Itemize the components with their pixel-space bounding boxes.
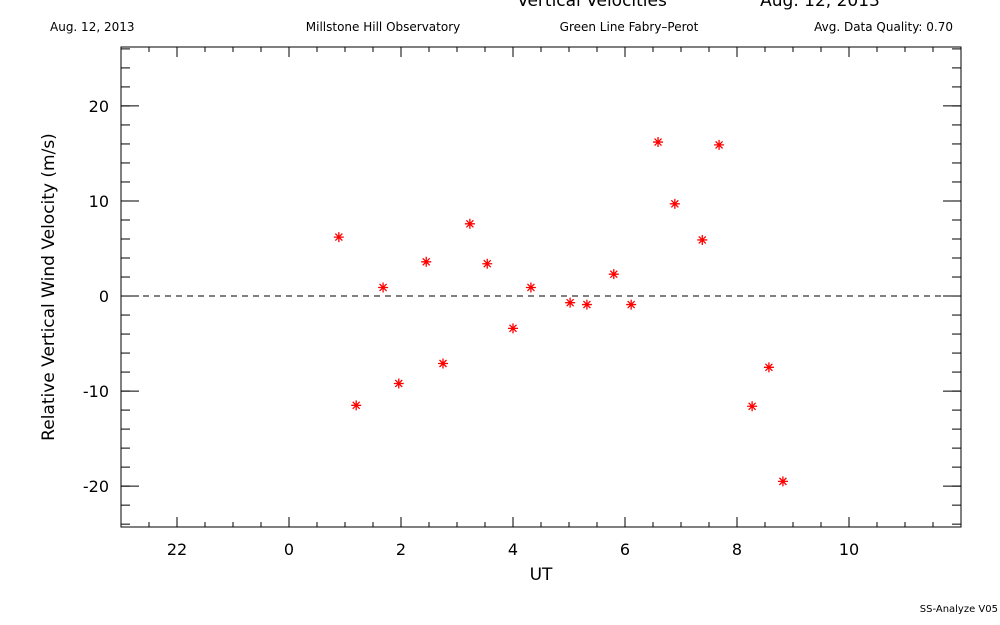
x-tick-label: 6	[620, 540, 630, 559]
point	[581, 299, 592, 310]
observatory: Millstone Hill Observatory	[306, 20, 460, 34]
point	[378, 282, 389, 293]
date: Aug. 12, 2013	[50, 20, 135, 34]
x-tick-label: 8	[732, 540, 742, 559]
point	[333, 232, 344, 243]
chart-title: Vertical Velocities	[517, 0, 667, 11]
point	[351, 400, 362, 411]
x-tick-label: 22	[167, 540, 187, 559]
point	[777, 476, 788, 487]
y-tick-label: 20	[89, 97, 109, 116]
point	[482, 258, 493, 269]
x-tick-label: 10	[839, 540, 859, 559]
point	[438, 358, 448, 369]
y-axis-label: Relative Vertical Wind Velocity (m/s)	[39, 133, 59, 441]
point	[421, 256, 432, 267]
point	[565, 297, 576, 308]
point	[669, 198, 680, 209]
quality: Avg. Data Quality: 0.70	[814, 20, 953, 34]
x-tick-label: 2	[396, 540, 406, 559]
point	[714, 139, 725, 150]
point	[464, 218, 475, 229]
x-axis-label: UT	[530, 565, 553, 585]
title-date: Aug. 12, 2013	[760, 0, 880, 11]
x-tick-label: 4	[508, 540, 518, 559]
point	[508, 323, 518, 334]
point	[697, 234, 708, 245]
point	[747, 401, 758, 412]
point	[525, 282, 536, 293]
y-tick-label: -10	[83, 382, 109, 401]
point	[653, 137, 664, 148]
point	[763, 362, 774, 373]
instrument: Green Line Fabry–Perot	[560, 20, 699, 34]
y-tick-label: -20	[83, 477, 109, 496]
point	[626, 299, 637, 310]
x-tick-label: 0	[284, 540, 294, 559]
point	[393, 378, 404, 389]
y-tick-label: 10	[89, 192, 109, 211]
point	[608, 269, 619, 280]
y-tick-label: 0	[99, 287, 109, 306]
plot-frame	[120, 46, 962, 528]
footer: SS-Analyze V05	[920, 604, 998, 615]
